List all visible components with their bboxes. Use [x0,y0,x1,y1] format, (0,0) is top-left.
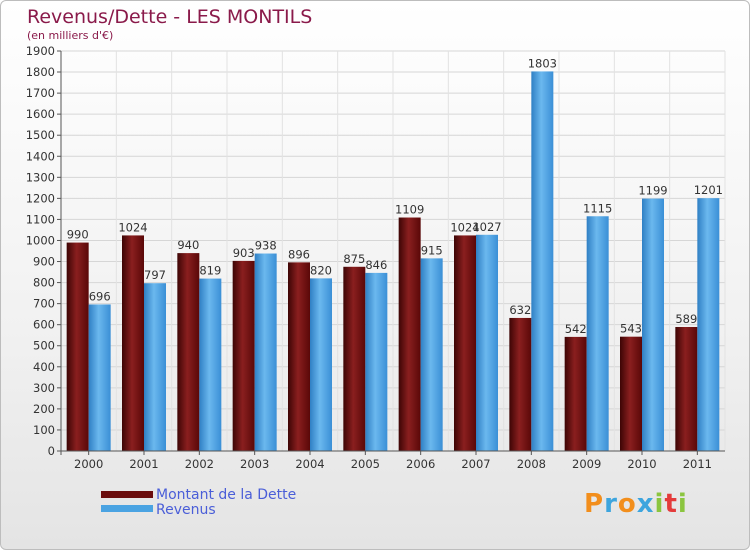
data-label: 696 [89,289,111,303]
y-tick-label: 800 [33,276,55,290]
data-label: 1803 [528,56,557,70]
bar-dette [620,336,642,451]
y-tick-label: 300 [33,381,55,395]
data-label: 896 [288,247,310,261]
data-label: 819 [199,264,221,278]
y-tick-label: 600 [33,318,55,332]
x-tick-label: 2006 [406,457,435,471]
data-label: 820 [310,263,332,277]
data-label: 543 [620,322,642,336]
bar-revenus [310,278,332,451]
x-tick-label: 2002 [185,457,214,471]
bar-revenus [88,304,111,451]
logo-letter: i [654,489,665,519]
bar-dette [343,266,366,451]
chart-subtitle: (en milliers d'€) [27,29,114,42]
x-tick-label: 2011 [683,457,712,471]
data-label: 1024 [450,220,479,234]
data-label: 1027 [472,220,501,234]
y-tick-label: 1500 [26,128,55,142]
data-label: 1109 [395,203,424,217]
data-label: 903 [233,246,255,260]
legend-swatch-revenus [101,505,153,512]
bar-revenus [531,71,554,451]
x-tick-label: 2001 [129,457,158,471]
bar-dette [675,327,698,451]
x-tick-label: 2000 [74,457,103,471]
y-tick-label: 1200 [26,191,55,205]
y-tick-label: 1400 [26,149,55,163]
data-label: 1024 [118,220,147,234]
x-tick-label: 2003 [240,457,269,471]
bar-dette [288,262,310,451]
bar-revenus [365,272,388,451]
proxiti-logo: Proxiti [584,489,688,519]
bar-dette [232,260,255,451]
bar-dette [66,242,89,451]
data-label: 938 [255,239,277,253]
x-tick-label: 2009 [572,457,601,471]
bar-dette [454,235,476,451]
bar-revenus [586,216,609,451]
y-tick-label: 200 [33,402,55,416]
data-label: 632 [509,303,531,317]
y-tick-label: 0 [48,444,55,458]
y-tick-label: 1100 [26,212,55,226]
y-tick-label: 1700 [26,86,55,100]
y-tick-label: 1800 [26,65,55,79]
y-tick-label: 1000 [26,233,55,247]
data-label: 875 [343,252,365,266]
logo-letter: t [664,489,678,519]
data-label: 846 [365,258,387,272]
data-label: 1201 [694,183,723,197]
y-tick-label: 1600 [26,107,55,121]
bar-revenus [254,253,277,451]
bar-revenus [642,198,664,451]
bar-revenus [697,198,720,451]
legend-swatch-dette [101,491,153,498]
x-tick-label: 2010 [627,457,656,471]
bar-revenus [420,258,443,451]
bar-dette [122,235,144,451]
x-tick-label: 2008 [517,457,546,471]
x-tick-label: 2005 [351,457,380,471]
data-label: 589 [675,312,697,326]
bar-revenus [144,283,166,451]
bar-dette [398,217,421,451]
y-tick-label: 400 [33,360,55,374]
logo-letter: i [677,489,688,519]
data-label: 797 [144,268,166,282]
bar-revenus [199,278,222,451]
legend-label-dette: Montant de la Dette [156,487,297,503]
y-tick-label: 100 [33,423,55,437]
logo-letter: P [584,489,605,519]
logo-letter: x [636,489,655,519]
y-tick-label: 700 [33,297,55,311]
data-label: 1115 [583,201,612,215]
data-label: 990 [67,228,89,242]
bar-dette [177,253,200,451]
logo-letter: r [604,489,618,519]
bar-dette [564,336,587,451]
legend-label-revenus: Revenus [156,502,216,518]
data-label: 1199 [638,184,667,198]
bar-revenus [476,234,498,451]
x-tick-label: 2004 [295,457,324,471]
y-tick-label: 1900 [26,44,55,58]
logo-letter: o [617,489,637,519]
data-label: 542 [565,322,587,336]
bar-dette [509,317,532,451]
y-tick-label: 500 [33,339,55,353]
y-tick-label: 1300 [26,170,55,184]
chart-title: Revenus/Dette - LES MONTILS [27,6,313,28]
y-tick-label: 900 [33,255,55,269]
data-label: 940 [177,238,199,252]
x-tick-label: 2007 [461,457,490,471]
data-label: 915 [421,243,443,257]
